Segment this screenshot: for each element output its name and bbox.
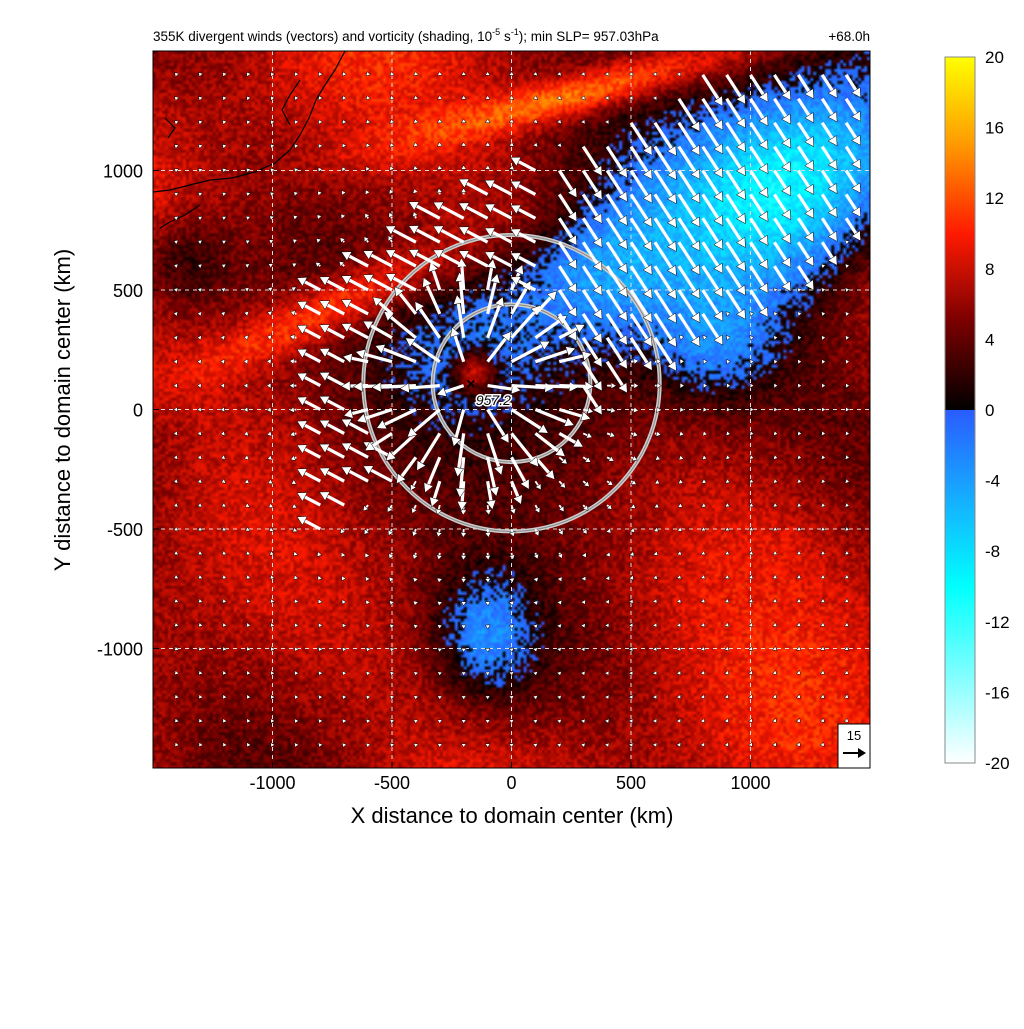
- y-tick-label: -1000: [97, 640, 143, 660]
- colorbar-tick: 0: [985, 401, 994, 420]
- colorbar-tick: 16: [985, 119, 1004, 138]
- y-tick-label: -500: [107, 520, 143, 540]
- x-tick-label: -1000: [249, 773, 295, 793]
- colorbar-tick: 4: [985, 330, 994, 349]
- colorbar-tick: 12: [985, 189, 1004, 208]
- colorbar-tick: -4: [985, 472, 1000, 491]
- y-axis-ticks: -1000 -500 0 500 1000: [97, 162, 159, 660]
- x-axis-label: X distance to domain center (km): [351, 803, 674, 828]
- colorbar-tick: 8: [985, 260, 994, 279]
- reference-vector-legend: 15: [838, 724, 870, 768]
- x-tick-label: 1000: [730, 773, 770, 793]
- x-tick-label: 0: [506, 773, 516, 793]
- forecast-time-label: +68.0h: [828, 29, 870, 44]
- y-tick-label: 0: [133, 401, 143, 421]
- reference-vector-label: 15: [847, 728, 861, 743]
- y-tick-label: 500: [113, 281, 143, 301]
- colorbar-tick: -8: [985, 542, 1000, 561]
- colorbar-tick-labels: 20 16 12 8 4 0 -4 -8 -12 -16 -20: [985, 48, 1010, 773]
- y-tick-label: 1000: [103, 162, 143, 182]
- min-slp-label: 957.2: [476, 392, 511, 408]
- colorbar-tick: -20: [985, 754, 1010, 773]
- x-tick-label: -500: [374, 773, 410, 793]
- colorbar-tick: 20: [985, 48, 1004, 67]
- x-tick-label: 500: [616, 773, 646, 793]
- plot-area: × 957.2: [153, 51, 870, 768]
- chart-title: 355K divergent winds (vectors) and vorti…: [153, 27, 659, 44]
- colorbar: 20 16 12 8 4 0 -4 -8 -12 -16 -20: [945, 48, 1010, 773]
- storm-center-x-mark: ×: [466, 376, 475, 393]
- colorbar-tick: -16: [985, 683, 1010, 702]
- y-axis-label: Y distance to domain center (km): [50, 249, 75, 571]
- colorbar-tick: -12: [985, 613, 1010, 632]
